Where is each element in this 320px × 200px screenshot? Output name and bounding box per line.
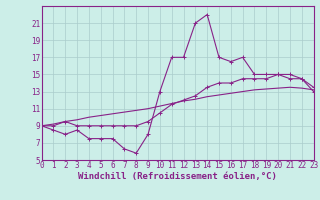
X-axis label: Windchill (Refroidissement éolien,°C): Windchill (Refroidissement éolien,°C): [78, 172, 277, 181]
